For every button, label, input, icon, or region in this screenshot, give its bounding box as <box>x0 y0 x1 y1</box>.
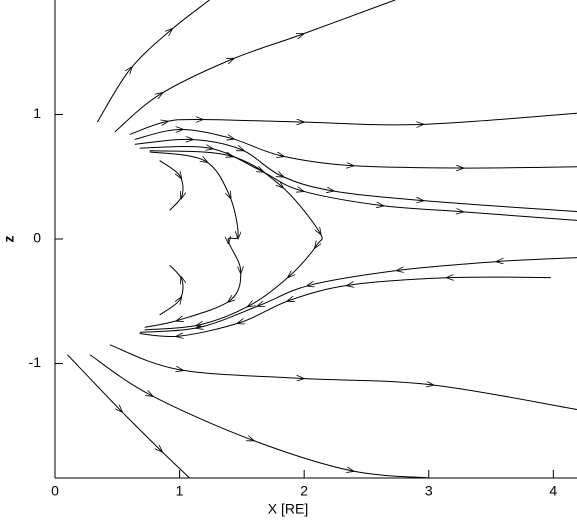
field-line <box>144 150 323 331</box>
y-axis-label: z <box>1 236 17 243</box>
y-tick-label: 1 <box>33 105 41 121</box>
field-line <box>139 257 577 333</box>
field-line <box>134 129 577 168</box>
y-tick-label: -1 <box>29 354 42 370</box>
x-tick-label: 2 <box>300 483 308 499</box>
field-line <box>144 151 241 328</box>
field-line <box>129 112 577 135</box>
y-tick-label: 0 <box>33 230 41 246</box>
x-tick-label: 0 <box>51 483 59 499</box>
field-line <box>134 139 577 213</box>
field-line <box>67 354 190 479</box>
x-tick-label: 4 <box>549 483 557 499</box>
field-line <box>96 0 210 123</box>
field-line <box>139 146 577 221</box>
field-line <box>114 0 396 133</box>
field-line <box>159 160 183 211</box>
field-line <box>89 354 431 479</box>
field-line <box>159 264 183 316</box>
field-line <box>109 344 577 411</box>
x-axis-label: X [RE] <box>268 501 308 517</box>
field-line <box>139 277 551 337</box>
x-tick-label: 1 <box>176 483 184 499</box>
x-tick-label: 3 <box>425 483 433 499</box>
